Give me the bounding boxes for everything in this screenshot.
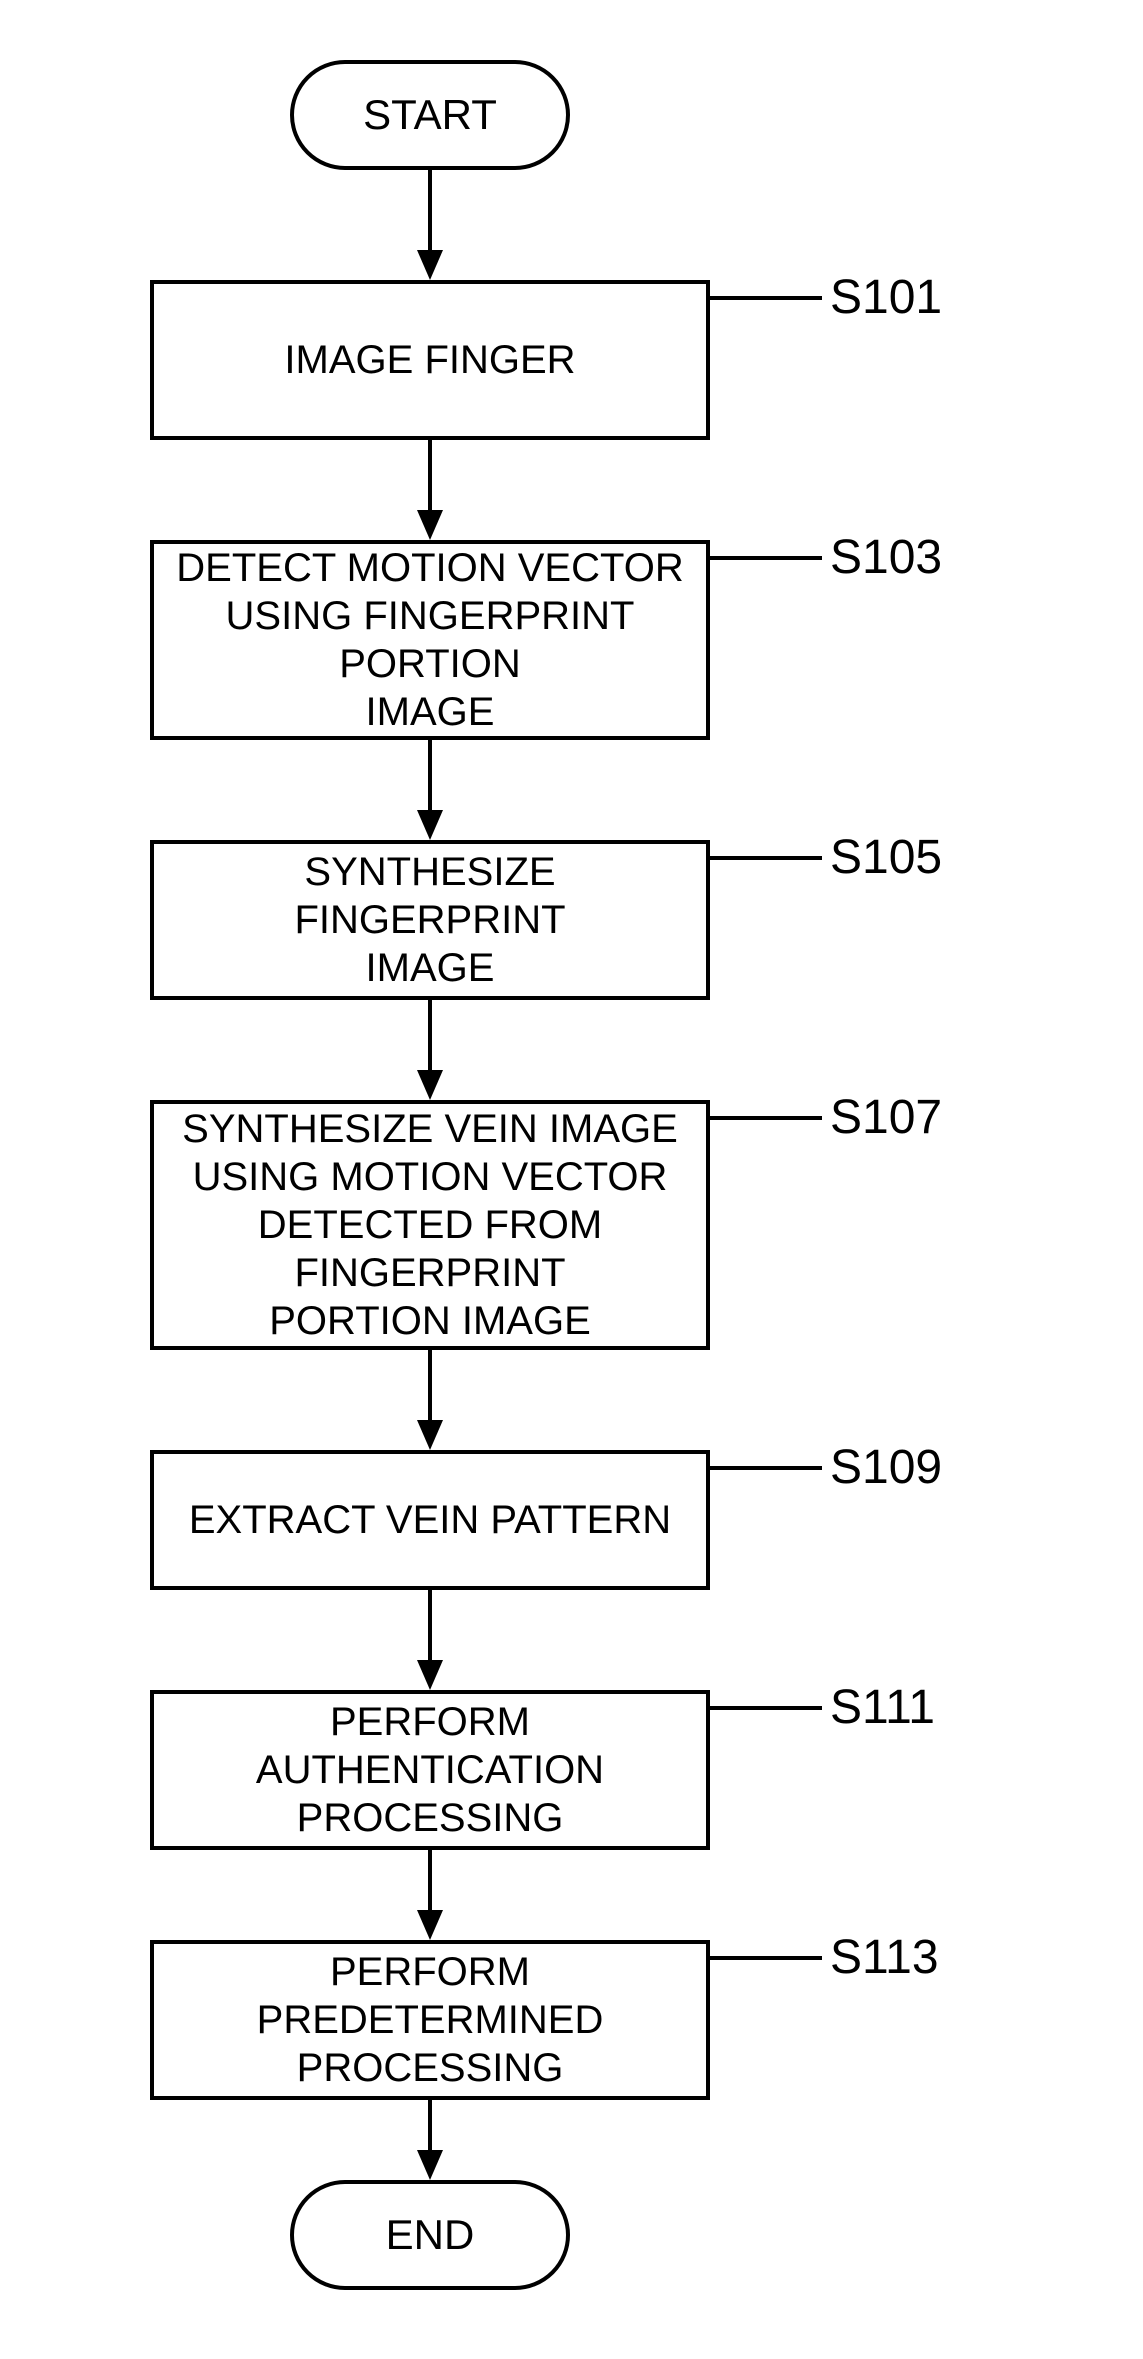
process-step: PERFORM PREDETERMINEDPROCESSING <box>150 1940 710 2100</box>
start-terminator: START <box>290 60 570 170</box>
process-step-text: EXTRACT VEIN PATTERN <box>189 1496 671 1544</box>
flowchart-canvas: START IMAGE FINGER S101 DETECT MOTION VECTO… <box>0 0 1143 2359</box>
step-id-label: S101 <box>830 270 942 325</box>
step-id-label: S105 <box>830 830 942 885</box>
step-id-label: S109 <box>830 1440 942 1495</box>
end-label: END <box>386 2211 475 2259</box>
process-step-text: DETECT MOTION VECTORUSING FINGERPRINT PO… <box>174 544 686 736</box>
process-step: SYNTHESIZE FINGERPRINTIMAGE <box>150 840 710 1000</box>
start-label: START <box>363 91 497 139</box>
process-step: PERFORM AUTHENTICATIONPROCESSING <box>150 1690 710 1850</box>
step-id-label: S103 <box>830 530 942 585</box>
step-id-label: S107 <box>830 1090 942 1145</box>
process-step-text: SYNTHESIZE VEIN IMAGEUSING MOTION VECTOR… <box>174 1105 686 1345</box>
process-step-text: SYNTHESIZE FINGERPRINTIMAGE <box>174 848 686 992</box>
process-step: SYNTHESIZE VEIN IMAGEUSING MOTION VECTOR… <box>150 1100 710 1350</box>
process-step: IMAGE FINGER <box>150 280 710 440</box>
step-id-label: S111 <box>830 1680 935 1735</box>
step-id-label: S113 <box>830 1930 939 1985</box>
end-terminator: END <box>290 2180 570 2290</box>
process-step: EXTRACT VEIN PATTERN <box>150 1450 710 1590</box>
process-step: DETECT MOTION VECTORUSING FINGERPRINT PO… <box>150 540 710 740</box>
process-step-text: PERFORM AUTHENTICATIONPROCESSING <box>174 1698 686 1842</box>
process-step-text: IMAGE FINGER <box>284 336 575 384</box>
process-step-text: PERFORM PREDETERMINEDPROCESSING <box>174 1948 686 2092</box>
